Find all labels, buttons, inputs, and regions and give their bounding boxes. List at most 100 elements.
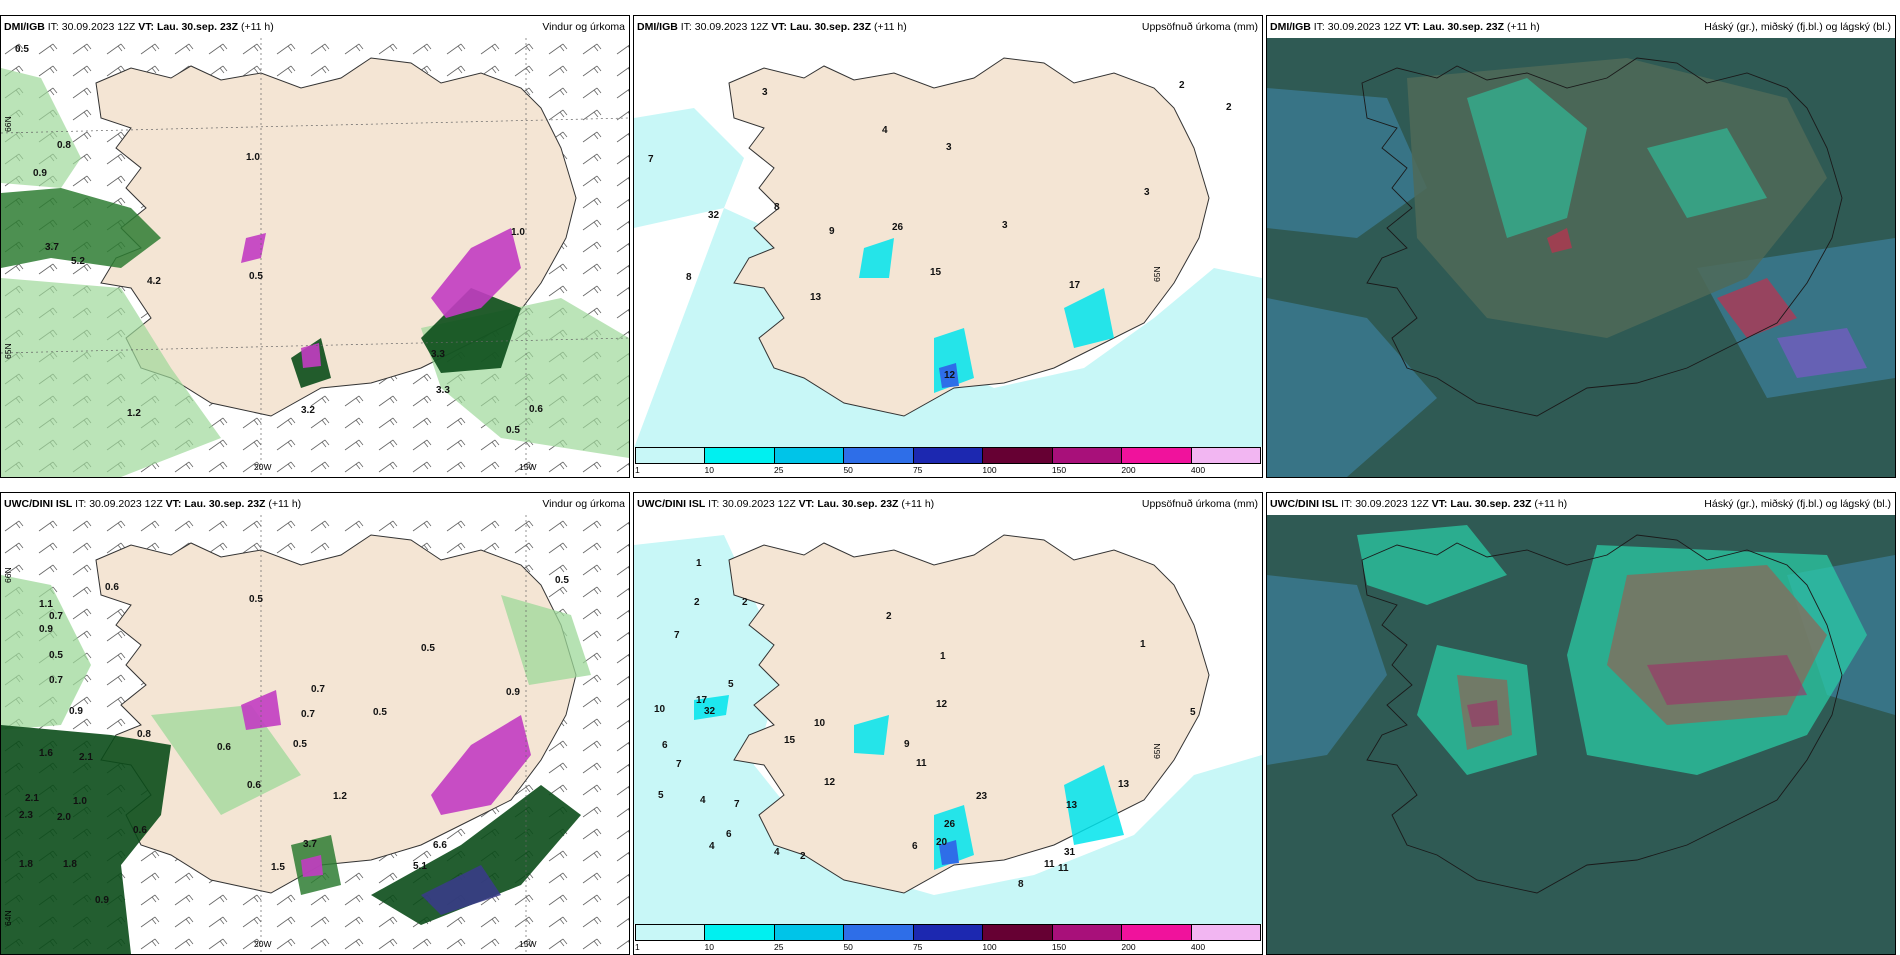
value-label: 9	[829, 226, 835, 237]
value-label: 3	[1002, 220, 1008, 231]
colorbar-tick: 25	[773, 942, 784, 952]
axis-label-65n: 65N	[1152, 266, 1162, 282]
colorbar-swatch	[705, 448, 775, 463]
value-label: 0.9	[69, 706, 83, 717]
value-label: 3.3	[436, 385, 450, 396]
panel-dmi-wind-precip: DMI/IGB IT: 30.09.2023 12Z VT: Lau. 30.s…	[0, 15, 630, 478]
value-label: 0.9	[39, 624, 53, 635]
panel-title: Háský (gr.), miðský (fj.bl.) og lágský (…	[1704, 498, 1891, 510]
value-label: 4	[882, 125, 888, 136]
panel-title: Vindur og úrkoma	[542, 498, 625, 510]
colorbar-tick: 1	[635, 942, 640, 952]
value-label: 11	[1058, 863, 1069, 874]
value-label: 13	[1118, 779, 1130, 790]
value-label: 3	[946, 142, 952, 153]
value-label: 2.0	[57, 812, 71, 823]
value-label: 0.5	[293, 739, 307, 750]
colorbar-tick: 400	[1190, 942, 1206, 952]
value-label: 1	[696, 558, 702, 569]
colorbar-tick: 75	[912, 942, 923, 952]
value-label: 1.8	[63, 859, 77, 870]
value-label: 5	[728, 679, 734, 690]
value-label: 0.6	[247, 780, 261, 791]
axis-label-66n: 66N	[3, 567, 13, 583]
value-label: 6	[662, 740, 668, 751]
value-label: 12	[936, 699, 948, 710]
value-label: 7	[676, 759, 682, 770]
value-label: 17	[1069, 280, 1081, 291]
panel-header: UWC/DINI ISL IT: 30.09.2023 12Z VT: Lau.…	[1267, 493, 1895, 515]
value-label: 0.8	[137, 729, 151, 740]
value-label: 10	[814, 718, 826, 729]
value-label: 5	[1190, 707, 1196, 718]
valid-time: Lau. 30.sep. 23Z	[1422, 21, 1505, 33]
value-label: 0.5	[421, 643, 435, 654]
value-label: 1	[1140, 639, 1146, 650]
colorbar-swatch	[983, 925, 1053, 940]
it-label: IT:	[47, 21, 59, 33]
valid-time: Lau. 30.sep. 23Z	[184, 498, 266, 510]
panel-header: DMI/IGB IT: 30.09.2023 12Z VT: Lau. 30.s…	[1, 16, 629, 38]
it-label: IT:	[680, 21, 692, 33]
value-label: 2	[742, 597, 748, 608]
value-label: 0.7	[301, 709, 315, 720]
init-time: 30.09.2023 12Z	[1355, 498, 1429, 510]
precip-purple	[241, 228, 521, 368]
vt-label: VT:	[138, 21, 155, 33]
value-label: 12	[824, 777, 836, 788]
init-time: 30.09.2023 12Z	[722, 498, 796, 510]
colorbar-tick: 50	[843, 465, 853, 475]
colorbar-tick: 150	[1051, 465, 1067, 475]
colorbar-tick: 100	[982, 942, 997, 952]
value-label: 0.5	[555, 575, 569, 586]
panel-dmi-accum-precip: DMI/IGB IT: 30.09.2023 12Z VT: Lau. 30.s…	[633, 15, 1263, 478]
panel-title: Háský (gr.), miðský (fj.bl.) og lágský (…	[1704, 21, 1891, 33]
value-label: 20	[936, 837, 948, 848]
model-name: UWC/DINI ISL	[4, 498, 73, 510]
wind-precip-map: 20W 15W 66N 65N 0.5 0.8 0.9 3.7 5.2 4.2 …	[1, 38, 629, 477]
colorbar-tick: 10	[704, 942, 714, 952]
value-label: 0.9	[506, 687, 520, 698]
value-label: 5	[658, 790, 664, 801]
axis-label-15w: 15W	[519, 939, 536, 949]
lead-time: (+11 h)	[873, 21, 907, 33]
value-label: 1.5	[271, 862, 285, 873]
colorbar-swatch	[1052, 925, 1123, 940]
value-label: 7	[734, 799, 740, 810]
value-label: 3.3	[431, 349, 445, 360]
value-label: 31	[1064, 847, 1076, 858]
model-name: DMI/IGB	[4, 21, 45, 33]
value-label: 0.5	[49, 650, 63, 661]
value-label: 23	[976, 791, 988, 802]
value-label: 6	[726, 829, 732, 840]
value-label: 12	[944, 370, 956, 381]
axis-label-20w: 20W	[254, 939, 271, 949]
precip-value-labels: 1 2 2 2 1 7 5 17 32 10 15 10 6 7 5 4 4 6…	[654, 558, 1196, 890]
cloud-map	[1267, 38, 1895, 477]
value-label: 3.7	[303, 839, 317, 850]
value-label: 0.8	[57, 140, 71, 151]
panel-header: DMI/IGB IT: 30.09.2023 12Z VT: Lau. 30.s…	[634, 16, 1262, 38]
precip-value-labels: 0.5 0.8 0.9 3.7 5.2 4.2 1.0 0.5 1.0 3.3 …	[15, 44, 543, 436]
value-label: 0.6	[529, 404, 543, 415]
axis-label-64n: 64N	[3, 910, 13, 926]
value-label: 0.6	[217, 742, 231, 753]
value-label: 2.1	[79, 752, 93, 763]
value-label: 13	[810, 292, 822, 303]
value-label: 2	[694, 597, 700, 608]
value-label: 15	[784, 735, 796, 746]
lead-time: (+11 h)	[268, 498, 302, 510]
value-label: 2.3	[19, 810, 33, 821]
colorbar-swatch	[1122, 448, 1192, 463]
colorbar-swatch	[1191, 448, 1260, 463]
value-label: 3.7	[45, 242, 59, 253]
value-label: 13	[1066, 800, 1078, 811]
value-label: 15	[930, 267, 942, 278]
colorbar-swatch	[636, 925, 706, 940]
value-label: 7	[648, 154, 654, 165]
value-label: 32	[704, 706, 716, 717]
value-label: 5.2	[71, 256, 85, 267]
colorbar-tick: 25	[773, 465, 784, 475]
value-label: 11	[1044, 859, 1055, 870]
map-area: 20W 15W 66N 64N 1.1 0.7 0.9 0.5 0.7 0.9 …	[1, 515, 629, 954]
